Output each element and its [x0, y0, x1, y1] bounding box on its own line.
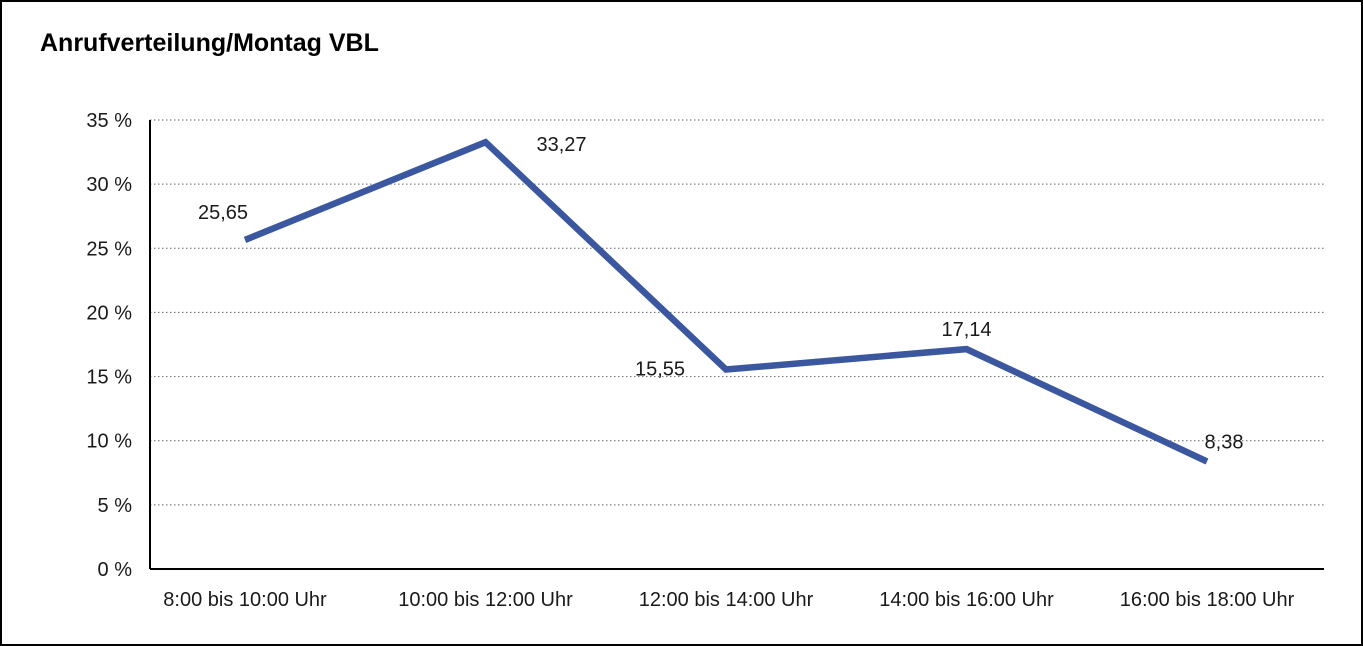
data-point-label: 17,14: [941, 319, 991, 341]
y-tick-label: 10 %: [86, 431, 132, 453]
data-point-label: 33,27: [536, 134, 586, 156]
data-point-label: 25,65: [198, 202, 248, 224]
gridlines: [150, 119, 1324, 506]
y-tick-label: 0 %: [98, 559, 133, 581]
x-category-label: 16:00 bis 18:00 Uhr: [1120, 589, 1295, 611]
x-category-label: 8:00 bis 10:00 Uhr: [163, 589, 327, 611]
y-tick-label: 25 %: [86, 238, 132, 260]
y-tick-label: 15 %: [86, 367, 132, 389]
x-category-label: 14:00 bis 16:00 Uhr: [879, 589, 1054, 611]
y-axis-labels: 0 % 5 % 10 % 15 % 20 % 25 % 30 % 35 %: [86, 110, 132, 581]
y-tick-label: 30 %: [86, 174, 132, 196]
data-labels: 25,65 33,27 15,55 17,14 8,38: [198, 134, 1244, 453]
chart-title: Anrufverteilung/Montag VBL: [40, 29, 379, 57]
y-tick-label: 20 %: [86, 302, 132, 324]
x-category-label: 12:00 bis 14:00 Uhr: [639, 589, 814, 611]
axes: [149, 120, 1324, 570]
x-axis-labels: 8:00 bis 10:00 Uhr 10:00 bis 12:00 Uhr 12:…: [163, 589, 1294, 611]
data-point-label: 8,38: [1205, 431, 1244, 453]
data-point-label: 15,55: [635, 359, 685, 381]
x-category-label: 10:00 bis 12:00 Uhr: [398, 589, 573, 611]
y-tick-label: 35 %: [86, 110, 132, 132]
series-line: [243, 138, 1209, 465]
y-tick-label: 5 %: [98, 495, 133, 517]
